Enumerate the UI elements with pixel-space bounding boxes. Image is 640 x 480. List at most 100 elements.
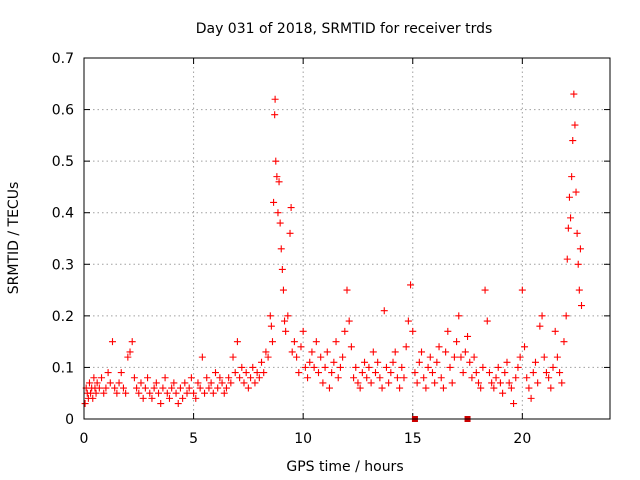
data-point	[293, 353, 301, 361]
data-point	[339, 353, 347, 361]
data-point	[525, 384, 533, 392]
data-point	[420, 374, 428, 382]
data-point	[207, 379, 215, 387]
data-point	[152, 379, 160, 387]
data-point	[274, 209, 282, 217]
data-point	[203, 374, 211, 382]
x-axis-label: GPS time / hours	[286, 459, 403, 475]
data-point	[461, 348, 469, 356]
data-point	[276, 219, 284, 227]
data-point	[270, 198, 278, 206]
data-point	[433, 358, 441, 366]
data-point	[426, 353, 434, 361]
data-point	[540, 353, 548, 361]
data-point	[415, 358, 423, 366]
data-point	[286, 229, 294, 237]
data-point	[574, 260, 582, 268]
data-point	[523, 374, 531, 382]
data-point	[371, 369, 379, 377]
data-point	[262, 348, 270, 356]
data-point	[181, 379, 189, 387]
data-point	[334, 374, 342, 382]
data-point	[135, 389, 143, 397]
data-point	[273, 173, 281, 181]
data-point	[225, 374, 233, 382]
y-tick-label: 0.4	[52, 206, 74, 222]
data-point	[139, 394, 147, 402]
data-point	[499, 389, 507, 397]
data-point	[501, 369, 509, 377]
data-point	[534, 379, 542, 387]
data-point	[560, 338, 568, 346]
data-point	[295, 369, 303, 377]
data-point	[282, 327, 290, 335]
data-point	[336, 363, 344, 371]
data-point	[563, 255, 571, 263]
data-point	[380, 307, 388, 315]
data-point	[470, 353, 478, 361]
data-point	[551, 327, 559, 335]
data-point	[266, 312, 274, 320]
data-point	[330, 358, 338, 366]
data-point	[512, 374, 520, 382]
data-point	[521, 343, 529, 351]
data-point	[155, 389, 163, 397]
data-point	[536, 322, 544, 330]
data-point	[222, 384, 230, 392]
data-point	[111, 384, 119, 392]
data-point	[567, 214, 575, 222]
data-point	[93, 379, 101, 387]
chart-title: Day 031 of 2018, SRMTID for receiver trd…	[196, 21, 493, 37]
data-point	[510, 400, 518, 408]
data-point	[455, 312, 463, 320]
data-point	[133, 384, 141, 392]
data-point	[483, 317, 491, 325]
data-point	[332, 338, 340, 346]
data-point	[102, 384, 110, 392]
data-point	[374, 358, 382, 366]
data-point	[350, 374, 358, 382]
data-point	[117, 369, 125, 377]
data-point	[187, 374, 195, 382]
data-point	[90, 374, 98, 382]
y-tick-label: 0.1	[52, 360, 74, 376]
data-point	[514, 363, 522, 371]
y-tick-label: 0.7	[52, 51, 74, 67]
data-point	[490, 384, 498, 392]
data-point	[409, 327, 417, 335]
data-point	[92, 389, 100, 397]
data-point	[361, 358, 369, 366]
data-point	[391, 348, 399, 356]
data-point	[435, 343, 443, 351]
data-point	[190, 389, 198, 397]
data-point	[400, 374, 408, 382]
data-point	[198, 353, 206, 361]
data-point	[369, 348, 377, 356]
data-point	[442, 348, 450, 356]
data-point	[448, 379, 456, 387]
data-point	[424, 363, 432, 371]
data-point	[227, 379, 235, 387]
data-point	[496, 379, 504, 387]
data-point	[157, 400, 165, 408]
data-point	[516, 353, 524, 361]
data-point	[146, 389, 154, 397]
data-point	[144, 374, 152, 382]
data-point	[247, 374, 255, 382]
data-point	[545, 374, 553, 382]
data-point	[503, 358, 511, 366]
data-point	[249, 363, 257, 371]
data-point	[288, 348, 296, 356]
data-point	[459, 369, 467, 377]
data-point	[278, 265, 286, 273]
data-point	[562, 312, 570, 320]
data-point	[547, 384, 555, 392]
data-point	[527, 394, 535, 402]
data-point	[396, 384, 404, 392]
data-point	[494, 363, 502, 371]
data-point	[255, 374, 263, 382]
x-tick-label: 5	[189, 431, 198, 447]
data-point	[201, 389, 209, 397]
data-point	[150, 384, 158, 392]
